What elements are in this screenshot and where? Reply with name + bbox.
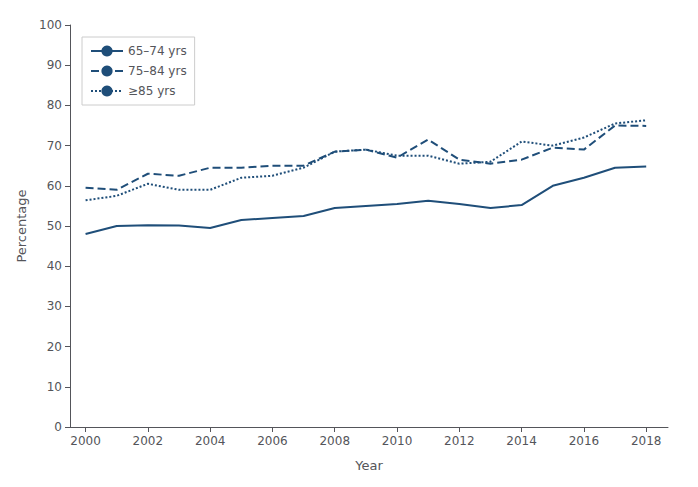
svg-text:75–84 yrs: 75–84 yrs: [128, 64, 187, 78]
svg-text:50: 50: [47, 219, 62, 233]
svg-text:2014: 2014: [506, 434, 537, 448]
svg-text:80: 80: [47, 98, 62, 112]
svg-text:Year: Year: [354, 458, 383, 473]
svg-text:2002: 2002: [133, 434, 164, 448]
svg-text:2008: 2008: [319, 434, 350, 448]
svg-text:2012: 2012: [444, 434, 475, 448]
svg-text:2000: 2000: [70, 434, 101, 448]
svg-text:100: 100: [39, 18, 62, 32]
svg-text:65–74 yrs: 65–74 yrs: [128, 44, 187, 58]
svg-text:2004: 2004: [195, 434, 226, 448]
svg-text:90: 90: [47, 58, 62, 72]
svg-text:2006: 2006: [257, 434, 288, 448]
svg-text:60: 60: [47, 179, 62, 193]
svg-text:10: 10: [47, 380, 62, 394]
svg-text:Percentage: Percentage: [14, 189, 29, 262]
svg-text:≥85 yrs: ≥85 yrs: [128, 84, 175, 98]
svg-text:70: 70: [47, 139, 62, 153]
svg-text:2016: 2016: [569, 434, 600, 448]
svg-text:20: 20: [47, 340, 62, 354]
svg-text:2018: 2018: [631, 434, 662, 448]
svg-text:2010: 2010: [382, 434, 413, 448]
svg-text:30: 30: [47, 299, 62, 313]
svg-text:0: 0: [54, 420, 62, 434]
svg-text:40: 40: [47, 259, 62, 273]
